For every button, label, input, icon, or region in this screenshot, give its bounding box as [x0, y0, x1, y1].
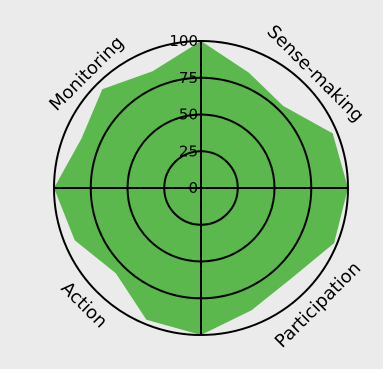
tick-layer: 0 25 50 75 100	[169, 32, 198, 197]
radial-tick-label: 50	[179, 106, 198, 124]
axis-label-action: Action	[57, 278, 112, 333]
radial-tick-label: 75	[179, 69, 198, 87]
radial-tick-label: 25	[179, 142, 198, 160]
radial-tick-label: 100	[169, 32, 198, 50]
grid-layer	[53, 40, 349, 336]
radial-tick-label: 0	[188, 179, 198, 197]
